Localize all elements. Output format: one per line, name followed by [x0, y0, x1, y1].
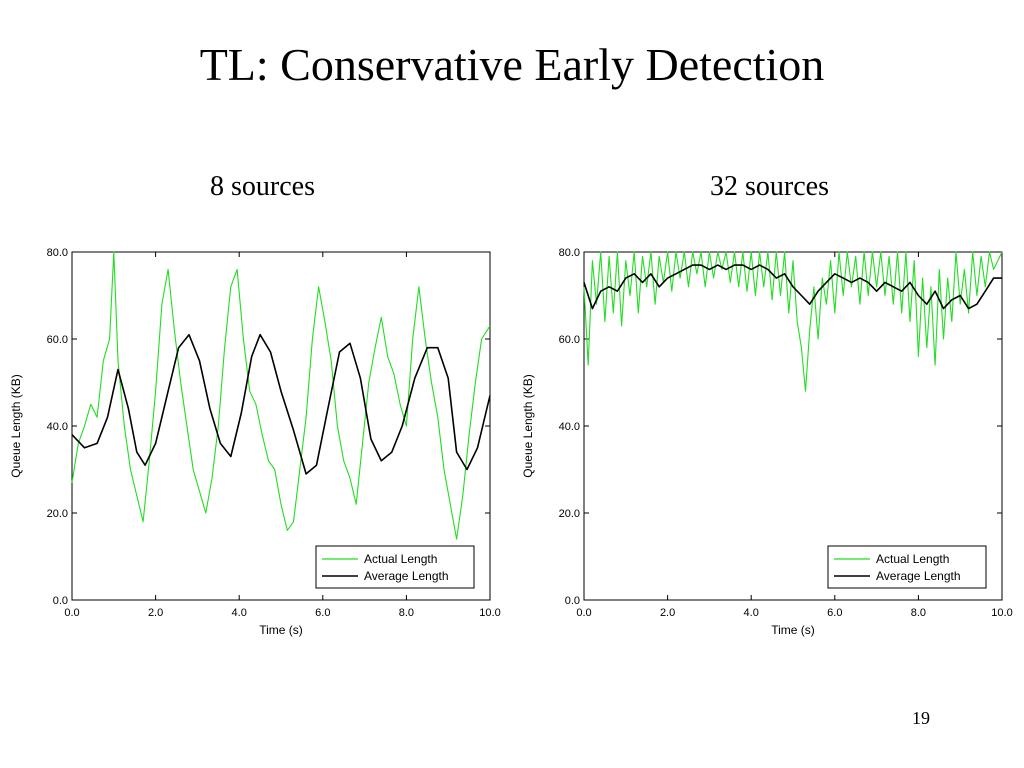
series-line-actual-length [583, 251, 1003, 392]
x-tick-label: 6.0 [315, 607, 330, 619]
y-axis-title: Queue Length (KB) [521, 374, 535, 477]
x-axis-title: Time (s) [771, 623, 815, 637]
series-line-average-length [71, 333, 491, 475]
y-tick-label: 20.0 [47, 508, 68, 520]
legend-label: Actual Length [876, 552, 949, 566]
y-tick-label: 40.0 [559, 421, 580, 433]
y-tick-label: 0.0 [565, 595, 580, 607]
x-axis-title: Time (s) [259, 623, 303, 637]
series-line-actual-length [71, 251, 491, 540]
legend-box [827, 545, 987, 589]
y-tick-label: 40.0 [47, 421, 68, 433]
x-tick-label: 6.0 [827, 607, 842, 619]
y-tick-label: 60.0 [47, 334, 68, 346]
x-tick-label: 4.0 [232, 607, 247, 619]
series-line-average-length [583, 264, 1002, 310]
y-tick-label: 80.0 [47, 247, 68, 259]
x-tick-label: 2.0 [148, 607, 163, 619]
x-tick-label: 2.0 [660, 607, 675, 619]
x-tick-label: 10.0 [479, 607, 500, 619]
legend-box [315, 545, 475, 589]
legend-label: Average Length [876, 569, 961, 583]
chart-caption-32-sources: 32 sources [710, 171, 829, 202]
y-tick-label: 20.0 [559, 508, 580, 520]
slide-title: TL: Conservative Early Detection [199, 39, 825, 90]
y-tick-label: 60.0 [559, 334, 580, 346]
legend-label: Actual Length [364, 552, 437, 566]
y-tick-label: 80.0 [559, 247, 580, 259]
x-tick-label: 8.0 [911, 607, 926, 619]
x-tick-label: 4.0 [744, 607, 759, 619]
queue-length-chart-32-sources: 0.0 20.0 40.0 60.0 80.0 0.0 2.0 4.0 6.0 8.0 10.0 Ti… [521, 247, 1013, 637]
x-tick-label: 0.0 [64, 607, 79, 619]
y-tick-label: 0.0 [53, 595, 68, 607]
x-tick-label: 0.0 [576, 607, 591, 619]
chart-caption-8-sources: 8 sources [210, 171, 315, 202]
x-tick-label: 8.0 [399, 607, 414, 619]
page-number: 19 [912, 708, 930, 728]
x-tick-label: 10.0 [991, 607, 1012, 619]
legend-label: Average Length [364, 569, 449, 583]
y-axis-title: Queue Length (KB) [9, 374, 23, 477]
queue-length-chart-8-sources: 0.0 20.0 40.0 60.0 80.0 0.0 2.0 4.0 6.0 8.0 10.0 Ti… [9, 247, 501, 637]
